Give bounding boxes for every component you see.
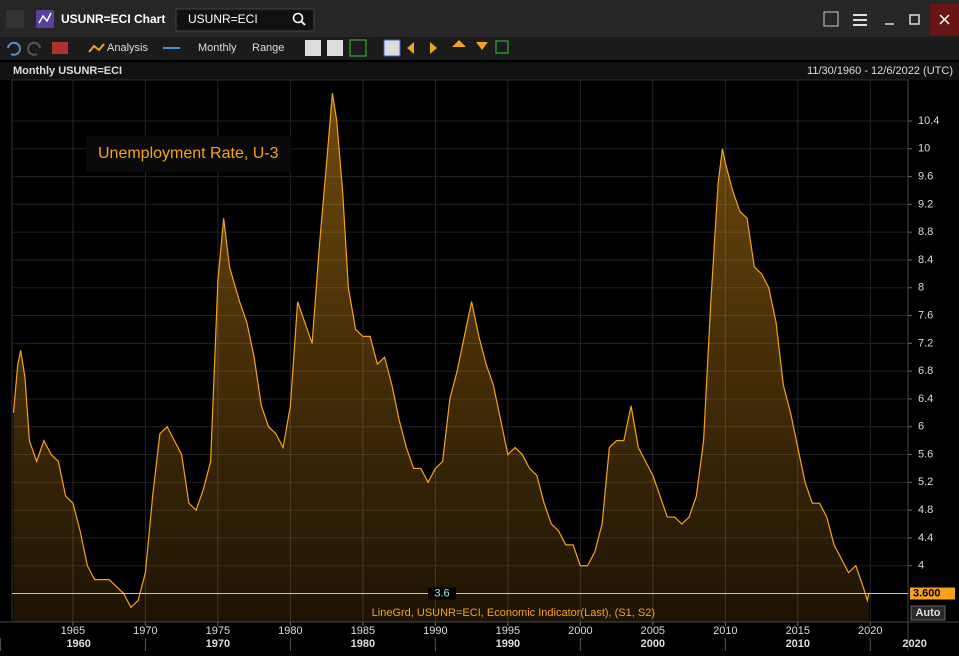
y-tick-label: 5.6 xyxy=(918,448,933,460)
x-tick-label: 2020 xyxy=(858,625,882,637)
tool-button[interactable] xyxy=(452,40,466,47)
tree-button[interactable] xyxy=(823,11,839,27)
x-tick-label: 1980 xyxy=(278,625,302,637)
search-text[interactable]: USUNR=ECI xyxy=(188,12,258,26)
chart-header xyxy=(0,62,959,80)
annotation: Unemployment Rate, U-3 xyxy=(98,145,279,162)
legend-entry: LineGrd, USUNR=ECI, Economic Indicator(L… xyxy=(372,607,655,619)
tool-button[interactable] xyxy=(430,42,437,54)
analysis-icon[interactable] xyxy=(88,43,105,53)
y-tick-label: 4.4 xyxy=(918,532,933,544)
annotation-box xyxy=(86,136,291,172)
y-tick-label: 6.4 xyxy=(918,393,933,405)
x-tick-label: 2010 xyxy=(713,625,737,637)
decade-label: 2010 xyxy=(786,638,810,650)
decade-label: 1970 xyxy=(206,638,230,650)
y-tick-label: 6.8 xyxy=(918,365,933,377)
maximize-button[interactable] xyxy=(909,14,920,25)
reference-label-bg xyxy=(428,587,456,600)
last-value-label: 3.600 xyxy=(913,587,941,599)
x-tick-label: 1985 xyxy=(351,625,375,637)
y-tick-label: 9.6 xyxy=(918,170,933,182)
last-value-box xyxy=(910,587,955,600)
window-title: USUNR=ECI Chart xyxy=(61,12,165,26)
reference-label: 3.6 xyxy=(434,587,449,599)
tool-button[interactable] xyxy=(383,39,401,57)
tool-button[interactable] xyxy=(407,42,414,54)
search-icon[interactable] xyxy=(292,12,304,24)
y-tick-label: 10 xyxy=(918,143,930,155)
x-tick-label: 2005 xyxy=(641,625,665,637)
y-tick-label: 6 xyxy=(918,421,924,433)
toolbar-analysis[interactable]: Analysis xyxy=(107,42,148,54)
y-tick-label: 8 xyxy=(918,282,924,294)
x-tick-label: 1975 xyxy=(206,625,230,637)
y-tick-label: 10.4 xyxy=(918,115,939,127)
x-tick-label: 1990 xyxy=(423,625,447,637)
auto-button[interactable] xyxy=(910,605,946,621)
tool-button[interactable] xyxy=(349,39,367,57)
y-tick-label: 7.6 xyxy=(918,309,933,321)
chart-type-button[interactable] xyxy=(52,42,68,54)
x-tick-label: 2000 xyxy=(568,625,592,637)
area-fill xyxy=(13,93,869,622)
chart-title: Monthly USUNR=ECI xyxy=(13,65,122,77)
toolbar-interval[interactable]: Monthly xyxy=(198,42,237,54)
app-icon-glyph xyxy=(38,12,52,24)
tool-button[interactable] xyxy=(327,40,343,56)
decade-label: 2020 xyxy=(902,638,926,650)
x-tick-label: 1965 xyxy=(61,625,85,637)
line xyxy=(12,93,870,609)
x-tick-label: 1970 xyxy=(133,625,157,637)
x-tick-label: 1995 xyxy=(496,625,520,637)
toolbar xyxy=(0,37,959,60)
y-tick-label: 5.2 xyxy=(918,476,933,488)
decade-label: 1980 xyxy=(351,638,375,650)
undo-button[interactable] xyxy=(7,41,21,56)
x-tick-label: 2015 xyxy=(786,625,810,637)
auto-button-label[interactable]: Auto xyxy=(915,607,940,619)
link-icon[interactable] xyxy=(6,10,24,28)
search-icon[interactable] xyxy=(300,20,306,26)
menu-button[interactable] xyxy=(853,14,867,26)
search-box[interactable] xyxy=(175,8,315,32)
redo-button[interactable] xyxy=(27,41,41,56)
y-tick-label: 9.2 xyxy=(918,198,933,210)
tool-button[interactable] xyxy=(305,40,321,56)
close-icon[interactable] xyxy=(939,14,950,25)
tool-button[interactable] xyxy=(476,42,488,50)
toolbar-range[interactable]: Range xyxy=(252,42,284,54)
y-tick-label: 4.8 xyxy=(918,504,933,516)
decade-label: 1990 xyxy=(496,638,520,650)
date-range: 11/30/1960 - 12/6/2022 (UTC) xyxy=(807,65,953,77)
y-tick-label: 8.8 xyxy=(918,226,933,238)
y-tick-label: 7.2 xyxy=(918,337,933,349)
title-bar xyxy=(0,0,959,37)
tool-button[interactable] xyxy=(495,40,509,54)
y-tick-label: 4 xyxy=(918,560,924,572)
y-tick-label: 8.4 xyxy=(918,254,933,266)
decade-label: 1960 xyxy=(66,638,90,650)
decade-label: 2000 xyxy=(641,638,665,650)
